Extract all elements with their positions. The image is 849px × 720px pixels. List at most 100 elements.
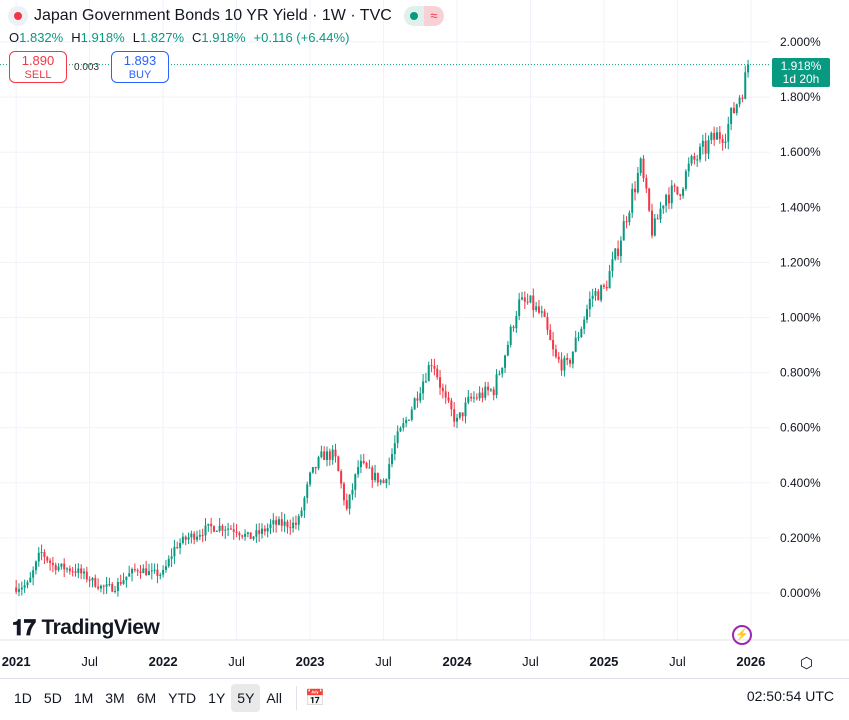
candle-body: [176, 547, 179, 549]
candle-body: [170, 556, 173, 559]
candle-body: [523, 297, 526, 302]
x-tick-label: Jul: [228, 654, 245, 669]
candle-body: [407, 419, 410, 421]
candle-body: [309, 472, 312, 485]
candle-body: [419, 393, 422, 401]
candle-body: [560, 359, 563, 371]
candle-body: [266, 527, 269, 532]
candle-body: [218, 525, 221, 531]
candle-body: [730, 107, 733, 124]
symbol-header[interactable]: Japan Government Bonds 10 YR Yield · 1W …: [8, 6, 444, 26]
candle-body: [492, 389, 495, 396]
buy-button[interactable]: 1.893 BUY: [111, 51, 169, 83]
candle-body: [385, 479, 388, 484]
candle-body: [323, 451, 326, 461]
candle-body: [294, 522, 297, 525]
range-1m[interactable]: 1M: [73, 689, 94, 706]
candle-body: [679, 194, 682, 196]
candle-body: [280, 519, 283, 526]
candle-body: [413, 398, 416, 410]
sell-price: 1.890: [21, 53, 55, 68]
ohlc-legend: O1.832% H1.918% L1.827% C1.918% +0.116 (…: [9, 30, 349, 45]
candle-body: [162, 569, 165, 575]
candle-body: [699, 146, 702, 160]
candle-body: [470, 396, 473, 399]
candle-body: [549, 329, 552, 340]
candle-body: [715, 132, 718, 140]
candle-body: [628, 212, 631, 223]
candle-body: [427, 365, 430, 382]
candle-body: [326, 451, 329, 461]
candle-body: [342, 483, 345, 501]
candle-body: [625, 221, 628, 223]
y-tick-label: 0.600%: [780, 421, 821, 435]
candle-body: [145, 568, 148, 576]
bar-countdown: 1d 20h: [782, 72, 820, 86]
candle-body: [82, 571, 85, 574]
candle-body: [597, 291, 600, 301]
sell-button[interactable]: 1.890 SELL: [9, 51, 67, 83]
candle-body: [97, 586, 100, 589]
candle-body: [359, 460, 362, 468]
y-tick-label: 1.600%: [780, 145, 821, 159]
status-pill[interactable]: ≈: [403, 6, 444, 26]
candle-body: [718, 132, 721, 140]
lightning-icon[interactable]: ⚡: [732, 625, 752, 645]
candle-body: [17, 589, 20, 592]
candle-body: [368, 467, 371, 469]
candle-body: [529, 295, 532, 303]
candle-body: [181, 536, 184, 544]
candle-body: [252, 536, 255, 539]
candle-body: [393, 443, 396, 455]
range-5y[interactable]: 5Y: [231, 683, 261, 712]
candle-body: [509, 326, 512, 345]
candle-body: [639, 158, 642, 174]
candle-body: [447, 397, 450, 401]
candle-body: [591, 295, 594, 299]
range-1d[interactable]: 1D: [14, 689, 32, 706]
candle-body: [600, 285, 603, 301]
range-ytd[interactable]: YTD: [168, 689, 197, 706]
y-tick-label: 1.400%: [780, 200, 821, 214]
change-value: +0.116 (+6.44%): [253, 30, 350, 45]
tv-logo-icon: 𝟏𝟕: [12, 615, 36, 640]
candle-body: [738, 97, 741, 105]
price-chart[interactable]: 2.000% 1.800% 1.600% 1.400% 1.200% 1.000% 0.80…: [0, 0, 849, 678]
settings-icon[interactable]: ⬡: [800, 655, 814, 672]
candle-body: [422, 381, 425, 394]
candle-body: [212, 526, 215, 532]
candle-body: [102, 585, 105, 587]
range-all[interactable]: All: [266, 689, 282, 706]
candle-body: [99, 585, 102, 589]
range-5d[interactable]: 5D: [43, 689, 62, 706]
candle-body: [467, 396, 470, 403]
candle-body: [303, 497, 306, 511]
candle-body: [696, 159, 699, 161]
market-status-icon: [8, 6, 28, 26]
go-to-date-icon[interactable]: 📅: [304, 689, 325, 707]
candle-body: [648, 188, 651, 211]
market-open-icon: [403, 6, 424, 26]
candle-body: [131, 569, 134, 574]
x-tick-label: 2025: [589, 654, 618, 669]
candle-body: [23, 585, 26, 588]
tradingview-logo[interactable]: 𝟏𝟕 TradingView: [12, 615, 160, 641]
candle-body: [32, 570, 35, 578]
last-price-label: 1.918% 1d 20h: [772, 58, 830, 87]
open-label: O: [9, 30, 20, 45]
candle-body: [20, 587, 23, 590]
candle-body: [255, 530, 258, 537]
candle-body: [167, 558, 170, 567]
candle-body: [43, 552, 46, 558]
candle-body: [481, 392, 484, 398]
candle-body: [566, 358, 569, 361]
candle-body: [439, 377, 442, 388]
range-3m[interactable]: 3M: [105, 689, 125, 706]
candle-body: [571, 351, 574, 364]
range-6m[interactable]: 6M: [136, 689, 157, 706]
sell-label: SELL: [24, 69, 52, 81]
candle-body: [684, 171, 687, 189]
range-1y[interactable]: 1Y: [208, 689, 226, 706]
candle-body: [546, 316, 549, 330]
candle-body: [563, 358, 566, 371]
